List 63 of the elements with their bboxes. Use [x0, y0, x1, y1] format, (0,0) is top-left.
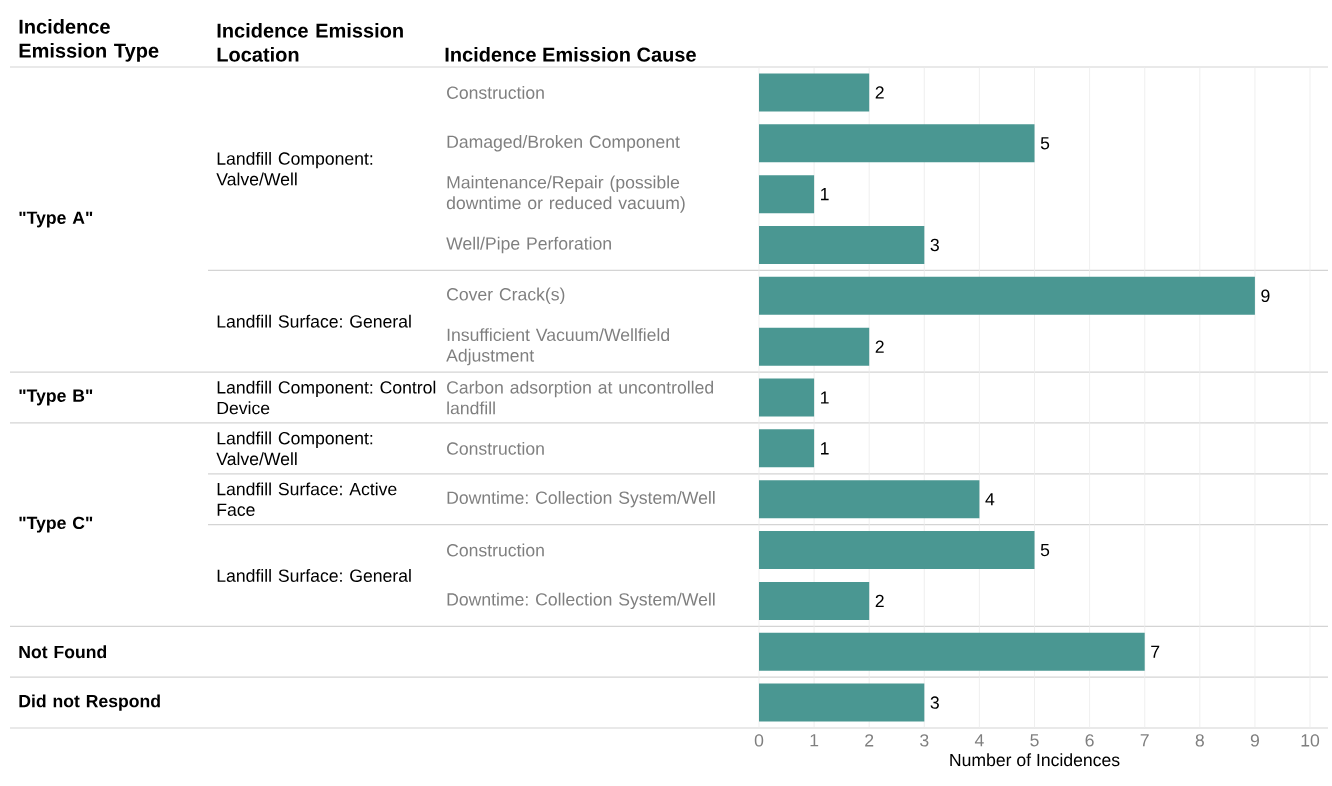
bar: [759, 124, 1035, 163]
x-tick-label: 3: [920, 734, 929, 747]
text: "Type A": [19, 211, 93, 228]
text: Landfill Surface: Active Face: [217, 482, 397, 516]
data-label: 1: [821, 391, 829, 404]
data-label: 1: [821, 188, 829, 201]
y-tick-label: Maintenance/Repair (possible downtime or reduced vacuum): [446, 175, 685, 213]
y-axis-title: Incidence Emission Cause: [445, 47, 696, 62]
bar: [759, 276, 1255, 315]
data-label: 3: [930, 696, 939, 709]
bar: [759, 683, 925, 722]
data-label: 5: [1040, 137, 1050, 150]
data-label: 2: [875, 594, 884, 608]
y-tick-label: Downtime: Collection System/Well: [447, 592, 715, 610]
bar: [759, 480, 980, 519]
data-label: 1: [821, 442, 829, 455]
data-label: 2: [875, 86, 884, 99]
bar: [759, 581, 870, 620]
text: Incidence Emission Type: [19, 19, 159, 62]
text: Landfill Surface: General: [217, 314, 411, 328]
bar: [759, 531, 1035, 570]
y-tick-label: Construction: [447, 543, 544, 557]
bar: [759, 73, 870, 112]
y-tick-label: Insufficient Vacuum/Wellfield Adjustment: [446, 328, 669, 366]
text: "Type C": [19, 516, 93, 533]
data-label: 9: [1261, 289, 1270, 303]
y-tick-label: Damaged/Broken Component: [447, 135, 680, 152]
y-tick-label: Construction: [447, 441, 544, 455]
text: "Type B": [19, 389, 93, 406]
x-tick-label: 6: [1085, 734, 1094, 747]
data-label: 2: [875, 340, 884, 353]
bar: [759, 327, 870, 366]
bar: [759, 429, 815, 468]
x-axis-title: Number of Incidences: [950, 753, 1120, 767]
text: Landfill Component: Valve/Well: [216, 151, 373, 186]
text: Landfill Component: Valve/Well: [216, 431, 373, 466]
y-tick-label: Well/Pipe Perforation: [446, 236, 611, 254]
bar: [759, 378, 815, 417]
x-tick-label: 0: [754, 734, 764, 747]
bar: [759, 225, 925, 264]
text: Landfill Surface: General: [217, 569, 411, 582]
data-label: 4: [985, 493, 995, 506]
text: Not Found: [19, 645, 107, 659]
x-tick-label: 8: [1195, 734, 1204, 747]
text: Did not Respond: [19, 694, 160, 711]
bar: [759, 632, 1145, 671]
x-tick-label: 7: [1140, 734, 1149, 747]
x-tick-label: 4: [974, 734, 984, 747]
bar: [759, 175, 815, 214]
text: Landfill Component: Control Device: [217, 380, 436, 415]
text: Incidence Emission Location: [217, 23, 403, 62]
x-tick-label: 9: [1250, 734, 1259, 747]
y-tick-label: Carbon adsorption at uncontrolled landfill: [447, 380, 714, 415]
data-label: 3: [930, 238, 939, 252]
y-tick-label: Construction: [447, 85, 544, 99]
x-tick-label: 10: [1301, 734, 1320, 747]
data-label: 5: [1040, 543, 1050, 557]
y-tick-label: Downtime: Collection System/Well: [447, 491, 715, 508]
data-label: 7: [1151, 645, 1160, 658]
x-tick-label: 5: [1030, 734, 1039, 747]
y-tick-label: Cover Crack(s): [447, 287, 565, 305]
x-tick-label: 2: [865, 734, 874, 747]
x-tick-label: 1: [810, 734, 819, 747]
